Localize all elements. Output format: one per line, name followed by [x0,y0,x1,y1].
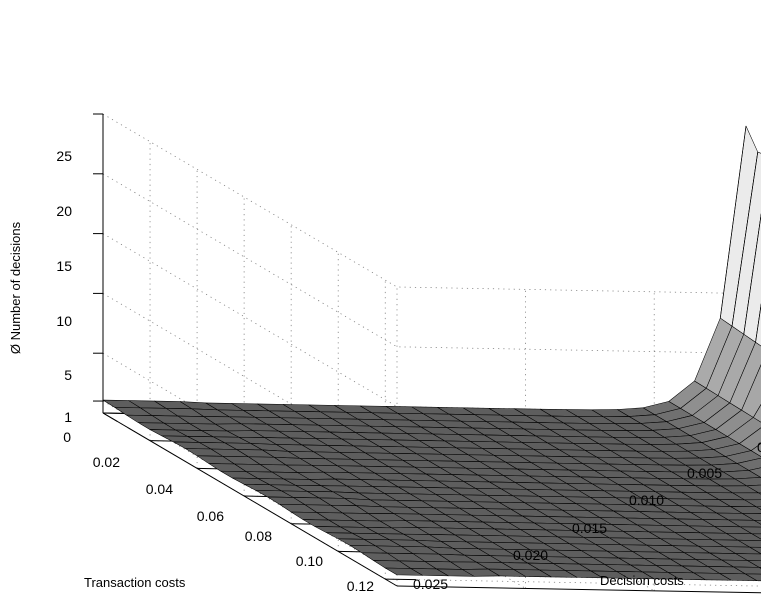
y-tick-label-0.02: 0.02 [93,454,120,470]
z-tick-label-15: 15 [56,258,72,274]
y-tick-labels: 0 0.02 0.04 0.06 0.08 0.10 0.12 [63,429,374,594]
z-tick-label-10: 10 [56,313,72,329]
y-axis-label: Transaction costs [84,575,186,590]
y-tick-label-0.10: 0.10 [296,553,323,569]
z-tick-label-20: 20 [56,203,72,219]
grid-line-back-z-3 [102,233,398,407]
surface-patch-4-12 [758,492,761,495]
y-tick-label-0: 0 [63,429,71,445]
grid-line-right-z-4 [396,346,761,354]
surface-patch-2-7 [750,443,761,457]
x-axis-label: Decision costs [600,573,684,588]
x-tick-labels: 0 0.005 0.010 0.015 0.020 0.025 [413,439,761,592]
surface-patch-1-5 [753,404,761,423]
y-tick-mark-6 [385,578,417,581]
front-bottom-edge [396,585,761,594]
surface-edge-d0-3 [755,303,761,343]
x-tick-label-0.015: 0.015 [572,520,607,536]
x-tick-label-0.025: 0.025 [413,576,448,592]
x-tick-label-0.020: 0.020 [513,547,548,563]
grid-line-floor-t-6 [385,578,761,587]
x-tick-label-0.010: 0.010 [629,492,664,508]
x-tick-label-0.005: 0.005 [687,465,722,481]
z-axis-label: Ø Number of decisions [8,221,23,354]
surface-edge-d0-2 [743,212,761,335]
grid-line-right-z-5 [396,286,761,295]
surface-patch-6-16 [753,520,761,525]
surface-patch-10-24 [745,573,761,582]
z-tick-labels: 1 5 10 15 20 25 [56,148,72,425]
y-tick-label-0.06: 0.06 [197,508,224,524]
surface-patch-5-14 [756,506,761,510]
x-tick-label-0: 0 [757,439,761,455]
surface-edge-d0-1 [731,152,759,327]
y-tick-label-0.12: 0.12 [347,578,374,594]
z-tick-label-5: 5 [64,367,72,383]
z-tick-label-25: 25 [56,148,72,164]
grid-line-back-z-4 [102,173,398,348]
z-tick-label-1: 1 [64,409,72,425]
surface-patch-8-20 [749,546,761,555]
y-tick-label-0.04: 0.04 [146,481,173,497]
x-tick-mark-5 [102,412,118,422]
surface-layer [102,125,761,582]
y-axis-line [102,412,398,587]
grid-line-back-z-5 [102,113,398,288]
surface-edge-d0-0 [719,125,747,319]
y-tick-label-0.08: 0.08 [245,528,272,544]
surface-patch-7-18 [751,533,761,540]
